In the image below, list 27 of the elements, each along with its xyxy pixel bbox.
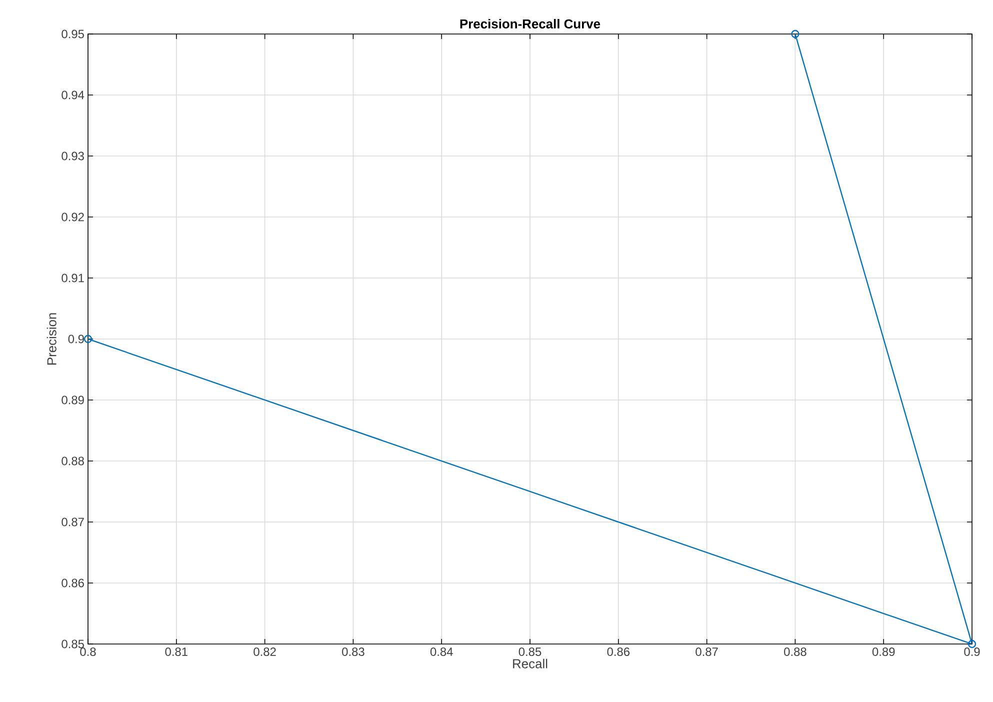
x-tick-label: 0.89 (872, 648, 895, 656)
y-axis-title: Precision (46, 313, 56, 365)
x-tick-label: 0.87 (696, 648, 718, 656)
x-tick-label: 0.86 (607, 648, 630, 656)
x-tick-label: 0.8 (80, 648, 96, 656)
point (791, 30, 800, 38)
y-tick-label: 0.89 (62, 396, 84, 404)
x-tick-label: 0.81 (165, 648, 188, 656)
y-tick-label: 0.88 (62, 456, 84, 466)
y-tick-label: 0.92 (62, 212, 84, 222)
y-tick-label: 0.9 (68, 334, 84, 344)
y-tick-label: 0.94 (62, 90, 84, 100)
x-tick-label: 0.88 (784, 648, 806, 656)
y-tick-label: 0.93 (62, 152, 84, 160)
y-tick-label: 0.86 (62, 578, 84, 588)
x-tick-label: 0.84 (430, 648, 453, 656)
x-tick-label: 0.9 (964, 648, 980, 656)
chart-title: Precision-Recall Curve (460, 18, 600, 28)
y-tick-label: 0.91 (62, 274, 84, 282)
x-tick-label: 0.85 (518, 648, 542, 656)
y-tick-label: 0.95 (62, 30, 84, 38)
x-tick-label: 0.82 (254, 648, 276, 656)
x-tick-label: 0.83 (342, 648, 364, 656)
x-axis-title: Recall (513, 658, 548, 668)
point (84, 334, 92, 344)
y-tick-label: 0.87 (62, 518, 84, 526)
y-tick-label: 0.85 (62, 640, 84, 648)
